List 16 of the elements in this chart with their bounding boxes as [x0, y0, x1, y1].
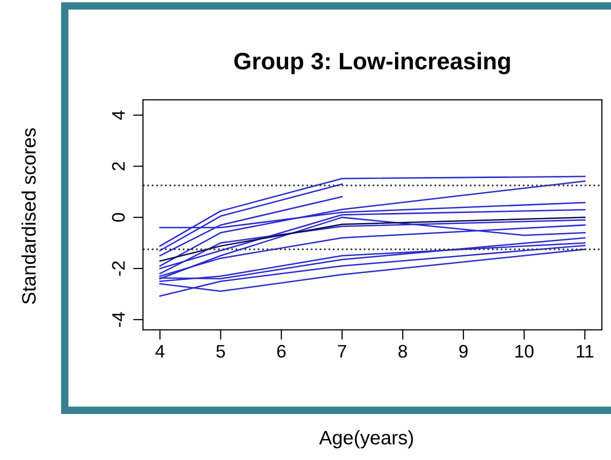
- x-tick-label: 9: [459, 344, 468, 358]
- y-tick-label: -2: [112, 261, 125, 276]
- x-tick-label: 7: [338, 345, 346, 358]
- y-tick-label: 4: [112, 110, 125, 120]
- y-tick-label: 2: [112, 162, 125, 170]
- y-tick-label: -4: [112, 312, 125, 327]
- x-tick-label: 4: [155, 345, 164, 358]
- chart-title: Group 3: Low-increasing: [234, 52, 510, 74]
- x-tick-label: 10: [515, 344, 534, 358]
- x-axis-title: Age(years): [319, 430, 413, 448]
- y-axis-title: Standardised scores: [21, 128, 36, 304]
- x-tick-label: 6: [277, 344, 286, 358]
- x-tick-label: 5: [216, 345, 225, 358]
- y-tick-label: 0: [112, 213, 125, 222]
- x-tick-label: 11: [576, 345, 594, 358]
- x-tick-label: 8: [398, 344, 407, 358]
